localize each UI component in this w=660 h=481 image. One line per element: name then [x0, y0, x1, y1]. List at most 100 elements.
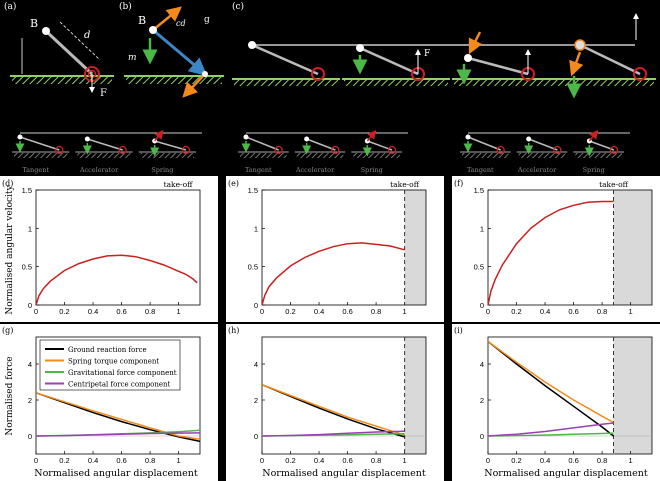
label-B: B: [30, 17, 38, 30]
y-tick-label: 1: [480, 224, 484, 233]
plot-cell-background: [0, 176, 218, 322]
y-axis-label-bottom: Normalised force: [5, 356, 15, 435]
x-tick-label: 1: [403, 307, 407, 316]
y-tick-label: 2: [254, 396, 258, 405]
x-tick-label: 0.6: [568, 456, 578, 465]
x-tick-label: 0.8: [597, 456, 607, 465]
y-tick-label: 0: [28, 301, 32, 310]
series-line: [261, 242, 405, 306]
small-spring: [609, 145, 619, 155]
mass-2: [356, 44, 364, 52]
small-mass: [526, 136, 532, 142]
axes-frame: [487, 189, 653, 306]
orange-arrow-up: [152, 6, 182, 31]
chart-panel: 0 0.2 0.4 0.6 0.8 1 0 0.5 1 1.5 (e): [228, 179, 427, 316]
small-mass: [84, 136, 90, 142]
y-tick-label: 0: [254, 432, 258, 441]
y-tick-label: 0: [480, 432, 484, 441]
legend-entry: Gravitational force component: [68, 369, 177, 377]
dim-line: [59, 21, 101, 61]
x-tick-label: 0.2: [511, 456, 521, 465]
x-tick-label: 0.2: [285, 456, 295, 465]
small-mass: [243, 134, 249, 140]
x-axis-label: Normalised angular displacement: [484, 468, 648, 479]
axes-frame: [261, 189, 427, 306]
lever-1: [251, 43, 319, 76]
legend: Ground reaction force Spring torque compo…: [39, 339, 181, 391]
chart-panel: 0 0.2 0.4 0.6 0.8 1 0 2 4 (h): [228, 326, 427, 465]
x-tick-label: 0.4: [88, 307, 98, 316]
x-tick-label: 0.6: [342, 456, 352, 465]
x-tick-label: 0.4: [88, 456, 98, 465]
panel-label: (d): [2, 179, 13, 188]
x-tick-label: 0: [260, 307, 264, 316]
label-d: d: [84, 30, 90, 41]
axes-frame: [35, 189, 201, 306]
x-tick-label: 0.4: [314, 307, 324, 316]
small-schematic-label: Tangent: [22, 166, 49, 174]
ground-hatch: [344, 80, 448, 86]
x-tick-label: 0.8: [371, 456, 381, 465]
x-tick-label: 1: [403, 456, 407, 465]
x-tick-label: 1: [629, 456, 633, 465]
takeoff-shade: [613, 337, 652, 454]
x-tick-label: 0.8: [145, 307, 155, 316]
series-line: [487, 422, 614, 437]
series-line: [261, 430, 405, 437]
spring-1: [311, 67, 325, 81]
x-tick-label: 0.6: [568, 307, 578, 316]
x-tick-label: 0: [260, 456, 264, 465]
chart-panel: 0 0.2 0.4 0.6 0.8 1 0 2 4 (g): [2, 326, 201, 465]
x-tick-label: 1: [177, 456, 181, 465]
small-lever: [367, 140, 393, 151]
y-tick-label: 0.5: [474, 263, 484, 272]
small-schematic-group: Tangent Accelerator Spring: [12, 129, 202, 174]
small-schematic-label: Spring: [151, 166, 173, 174]
series-line: [487, 340, 614, 437]
small-schematic-label: Tangent: [467, 166, 494, 174]
takeoff-shade: [404, 337, 426, 454]
panel-label: (h): [228, 326, 239, 335]
sequence-diagram-c: F: [232, 13, 656, 99]
point-mass: [42, 27, 50, 35]
small-lever: [589, 140, 615, 151]
small-red-arrow: [588, 129, 599, 142]
small-ground-hatch: [296, 153, 344, 158]
small-schematic-label: Accelerator: [295, 166, 335, 174]
small-ground-hatch: [77, 153, 131, 158]
spring-4: [633, 67, 647, 81]
x-axis-label: Normalised angular displacement: [34, 468, 198, 479]
small-lever: [467, 136, 501, 151]
label-F: F: [424, 49, 430, 59]
y-tick-label: 1: [28, 224, 32, 233]
panel-label-c: (c): [232, 1, 244, 12]
small-spring: [331, 145, 340, 155]
x-tick-label: 0.4: [314, 456, 324, 465]
small-lever: [87, 138, 123, 151]
legend-entry: Spring torque component: [68, 358, 159, 366]
y-tick-label: 2: [480, 396, 484, 405]
y-tick-label: 4: [254, 360, 258, 369]
x-tick-label: 0.4: [540, 456, 550, 465]
small-schematic-label: Tangent: [245, 166, 272, 174]
y-tick-label: 1.5: [22, 186, 32, 195]
small-lever: [245, 136, 279, 151]
series-line: [487, 340, 614, 424]
small-schematic-group: Tangent Accelerator Spring: [238, 129, 408, 174]
y-tick-label: 0.5: [22, 263, 32, 272]
takeoff-shade: [613, 190, 652, 305]
y-tick-label: 4: [480, 360, 484, 369]
small-lever: [154, 140, 187, 151]
label-F: F: [100, 88, 107, 99]
panel-label-b: (b): [119, 1, 132, 12]
small-spring: [181, 145, 191, 155]
panel-label: (g): [2, 326, 13, 335]
small-ground-hatch: [14, 153, 68, 158]
orange-arrow-3: [468, 31, 483, 55]
series-line: [35, 254, 198, 306]
series-line: [35, 392, 201, 443]
pivot: [202, 71, 208, 77]
y-tick-label: 0: [480, 301, 484, 310]
series-line: [261, 383, 405, 436]
